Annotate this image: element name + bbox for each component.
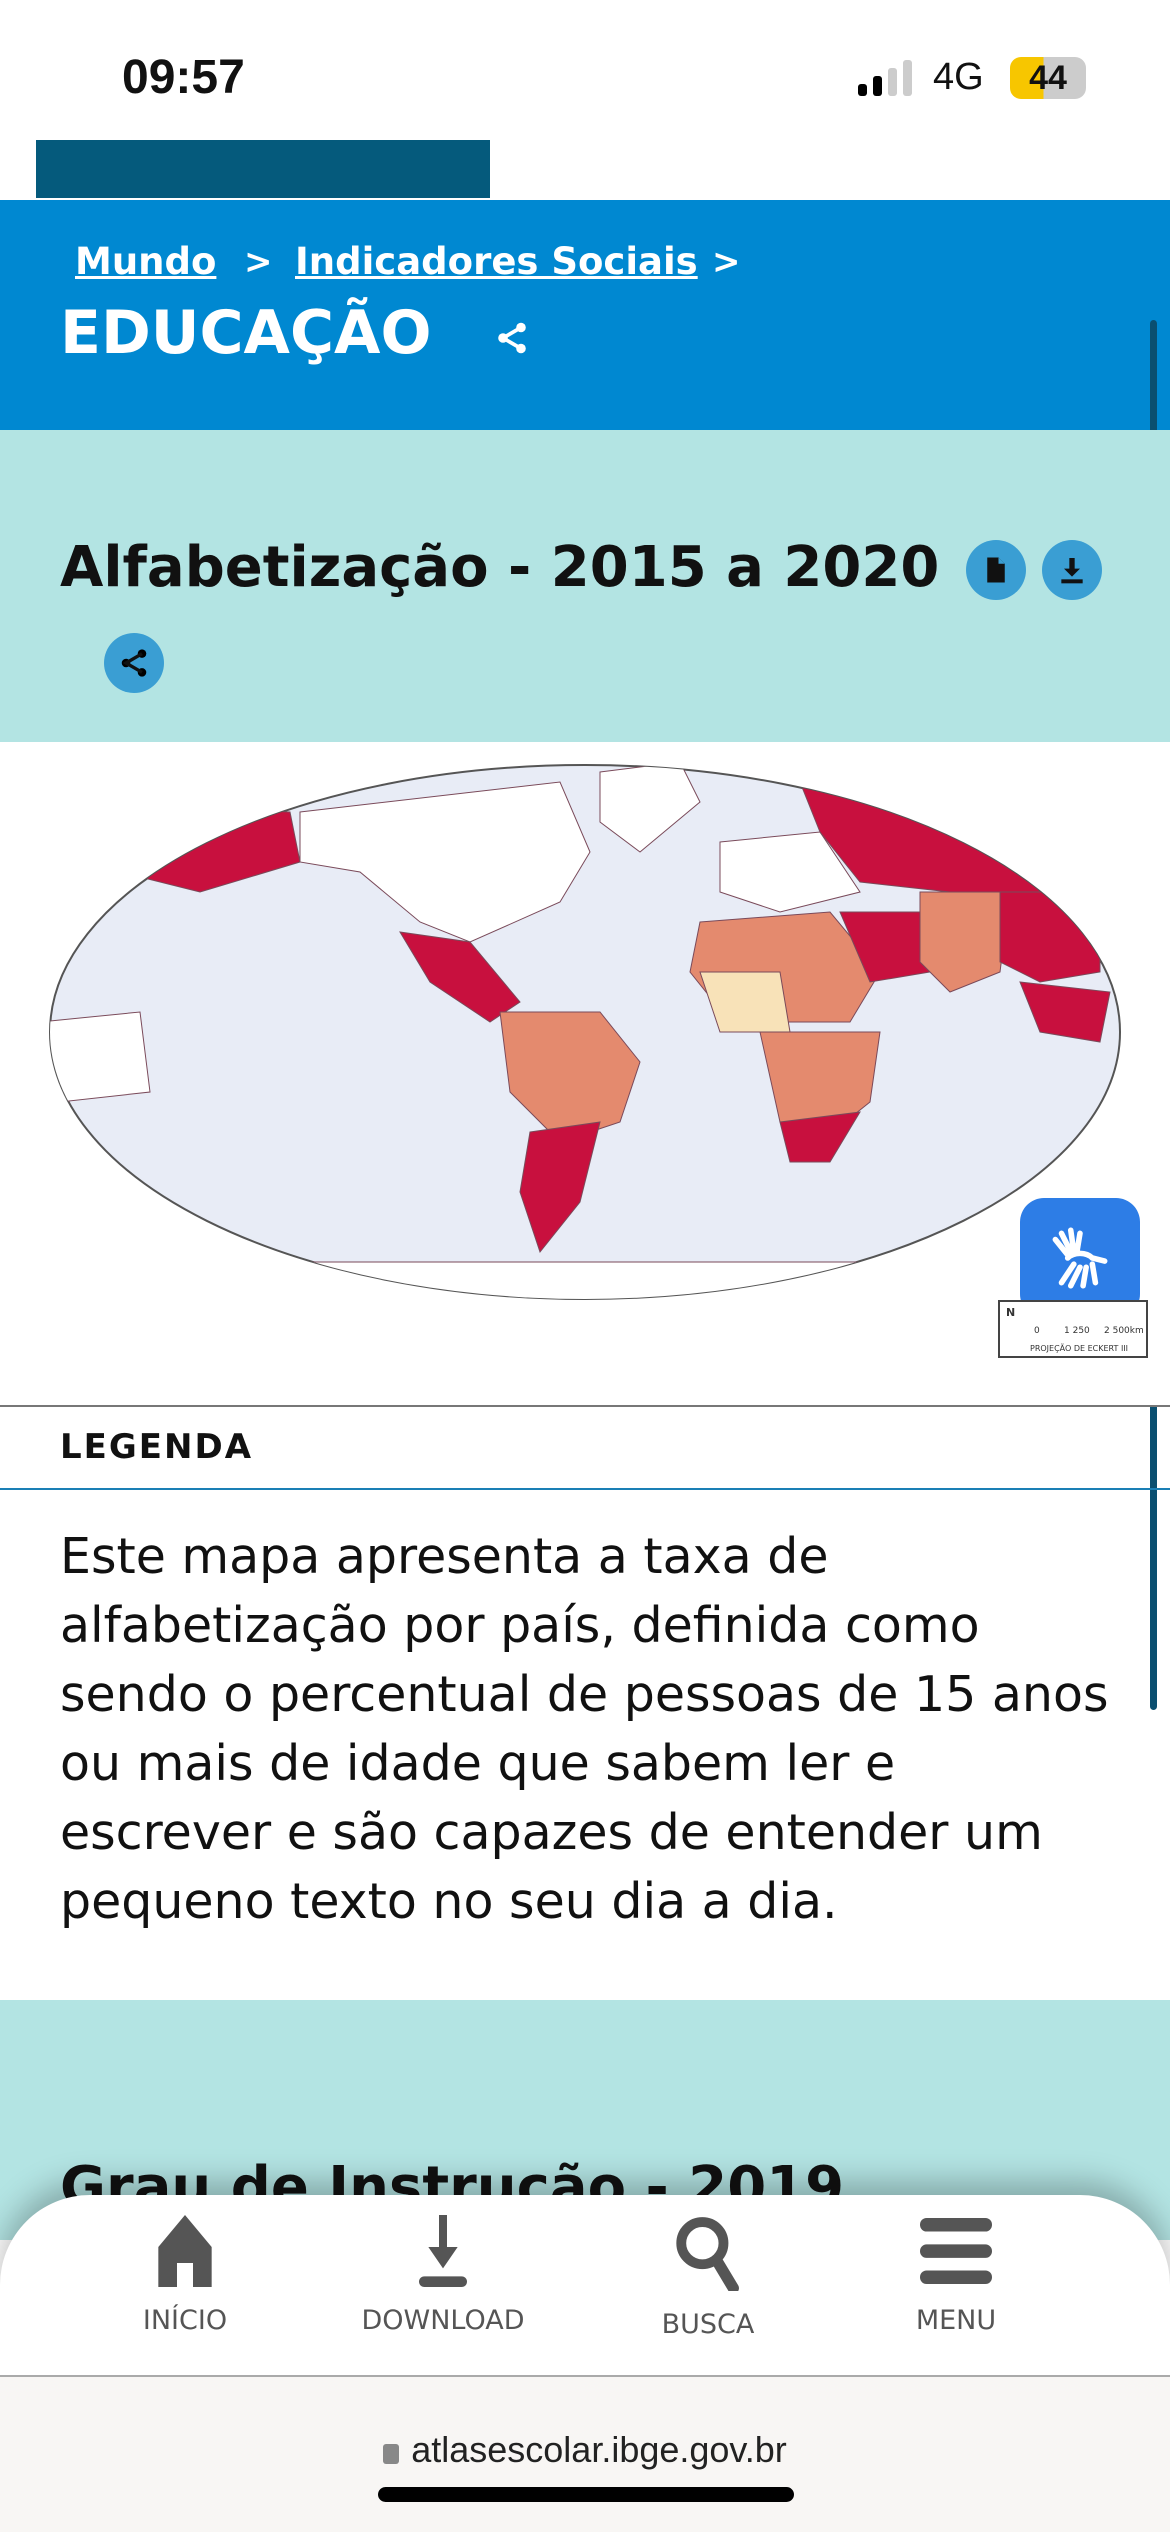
region-south-america-north xyxy=(499,1011,641,1143)
region-south-america-south xyxy=(519,1121,601,1254)
region-southeast-asia xyxy=(1019,981,1111,1043)
download-button[interactable] xyxy=(1042,540,1102,600)
world-map xyxy=(49,764,1121,1300)
map-card-header: Alfabetização - 2015 a 2020 xyxy=(0,430,1170,742)
breadcrumb-separator: > xyxy=(244,242,273,282)
battery-icon: 44 xyxy=(1010,57,1086,99)
search-icon xyxy=(676,2217,739,2294)
region-south-asia xyxy=(919,891,1011,993)
lock-icon xyxy=(383,2444,400,2464)
projection-label: PROJEÇÃO DE ECKERT III xyxy=(1030,1344,1129,1353)
scale-tick: 1 250 xyxy=(1064,1326,1090,1336)
status-bar: 09:57 4G 44 xyxy=(0,0,1170,135)
download-icon xyxy=(419,2215,467,2287)
legend-heading[interactable]: LEGENDA xyxy=(60,1427,254,1467)
url-display[interactable]: atlasescolar.ibge.gov.br xyxy=(0,2429,1170,2471)
breadcrumb-mundo[interactable]: Mundo xyxy=(75,240,217,283)
nav-menu[interactable]: MENU xyxy=(856,2215,1056,2336)
sign-language-icon xyxy=(1052,1227,1108,1289)
download-icon xyxy=(1061,558,1083,584)
map-title: Alfabetização - 2015 a 2020 xyxy=(60,535,940,600)
legend-description: Este mapa apresenta a taxa de alfabetiza… xyxy=(60,1528,1109,1930)
nav-download[interactable]: DOWNLOAD xyxy=(343,2215,543,2336)
sign-language-button[interactable] xyxy=(1020,1198,1140,1318)
scale-tick: 2 500km xyxy=(1104,1326,1144,1336)
divider xyxy=(0,1488,1170,1490)
home-indicator[interactable] xyxy=(378,2487,794,2502)
share-icon[interactable] xyxy=(494,318,530,358)
page-title: EDUCAÇÃO xyxy=(60,298,432,368)
region-greenland xyxy=(599,765,701,853)
region-antarctica xyxy=(299,1261,901,1299)
nav-busca[interactable]: BUSCA xyxy=(608,2215,808,2340)
breadcrumb-indicadores-sociais[interactable]: Indicadores Sociais xyxy=(295,240,698,283)
nav-label: BUSCA xyxy=(661,2309,755,2340)
clock: 09:57 xyxy=(122,51,245,104)
url-text: atlasescolar.ibge.gov.br xyxy=(411,2429,787,2470)
nav-inicio[interactable]: INÍCIO xyxy=(85,2215,285,2336)
share-button[interactable] xyxy=(104,633,164,693)
literacy-map[interactable] xyxy=(0,742,1170,1405)
map-scale: N 0 1 250 2 500km PROJEÇÃO DE ECKERT III xyxy=(998,1300,1148,1358)
region-europe xyxy=(719,831,861,913)
share-icon xyxy=(121,649,147,677)
nav-label: INÍCIO xyxy=(142,2305,228,2336)
site-logo[interactable] xyxy=(36,140,490,198)
bottom-nav: INÍCIO DOWNLOAD BUSCA MENU xyxy=(0,2195,1170,2375)
home-icon xyxy=(158,2215,212,2287)
nav-label: MENU xyxy=(915,2305,997,2336)
region-south-africa xyxy=(779,1111,861,1163)
menu-icon xyxy=(920,2218,992,2284)
browser-address-bar[interactable]: atlasescolar.ibge.gov.br xyxy=(0,2375,1170,2532)
breadcrumb-separator: > xyxy=(712,242,741,282)
nav-label: DOWNLOAD xyxy=(361,2305,525,2336)
region-australia xyxy=(50,1011,151,1103)
signal-icon xyxy=(858,60,912,96)
document-icon xyxy=(987,557,1005,583)
scale-tick: 0 xyxy=(1034,1326,1040,1336)
document-button[interactable] xyxy=(966,540,1026,600)
divider xyxy=(0,1405,1170,1407)
page-header: Mundo > Indicadores Sociais > EDUCAÇÃO xyxy=(0,200,1170,430)
network-label: 4G xyxy=(933,56,984,98)
north-arrow: N xyxy=(1006,1306,1016,1319)
